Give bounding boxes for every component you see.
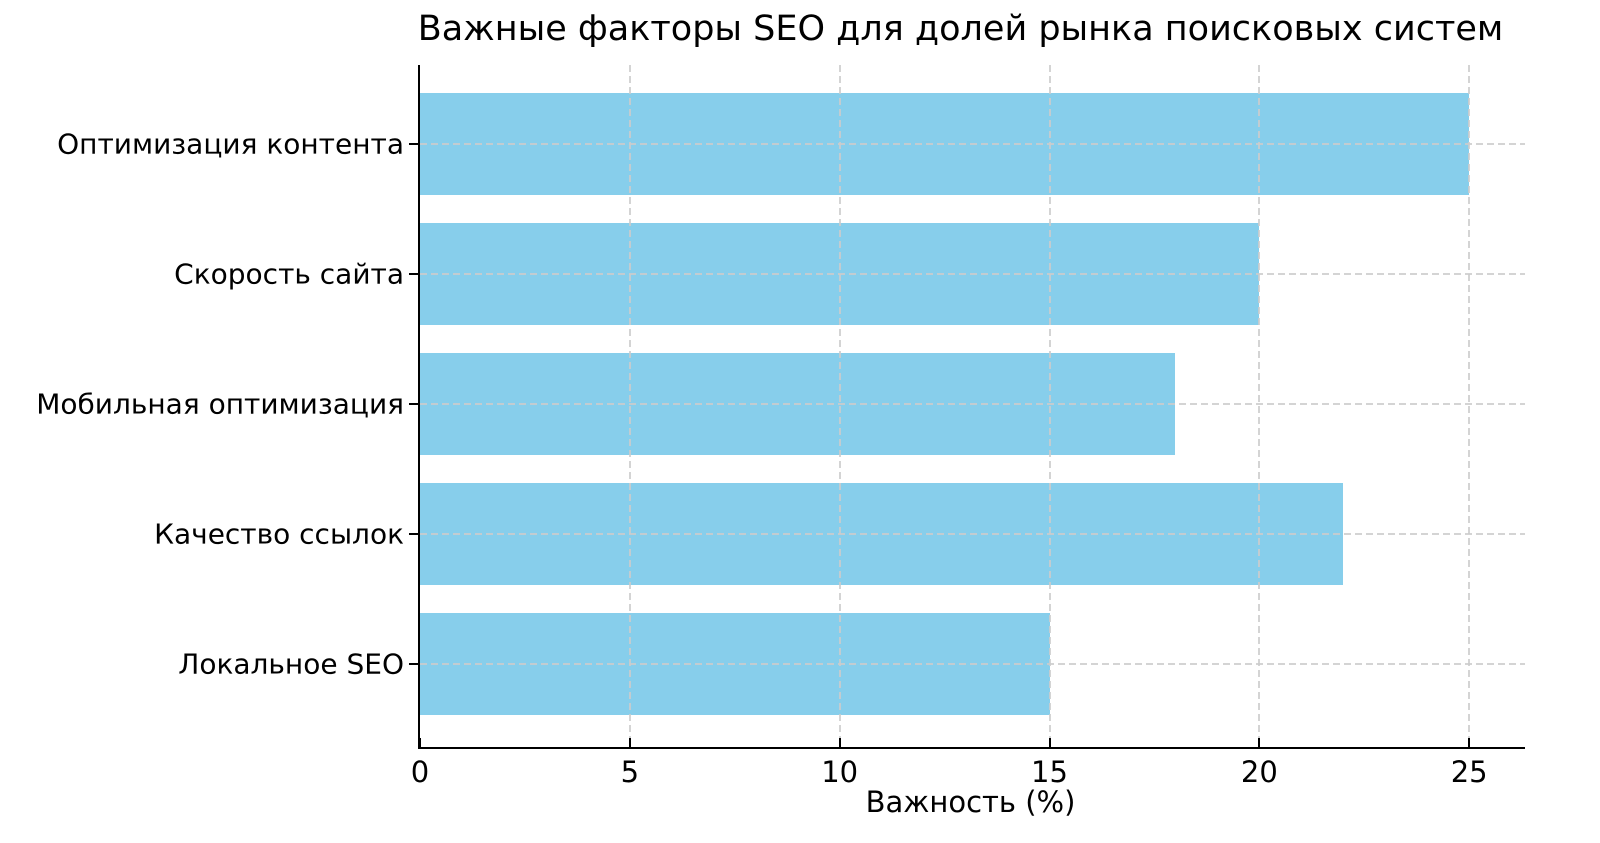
bar <box>420 93 1470 195</box>
bar <box>420 483 1344 585</box>
x-tick-mark <box>628 738 631 747</box>
x-tick-mark <box>1258 738 1261 747</box>
bar <box>420 353 1176 455</box>
x-tick-label: 5 <box>620 755 640 789</box>
x-tick-label: 25 <box>1450 755 1488 789</box>
bar <box>420 223 1260 325</box>
y-axis-category-label: Мобильная оптимизация <box>36 387 404 421</box>
x-tick-label: 20 <box>1240 755 1278 789</box>
y-axis-category-label: Локальное SEO <box>178 647 404 681</box>
y-tick-mark <box>408 273 418 275</box>
x-tick-mark <box>419 738 421 747</box>
x-tick-mark <box>1468 738 1471 747</box>
chart-title: Важные факторы SEO для долей рынка поиск… <box>417 9 1504 49</box>
x-axis-label: Важность (%) <box>865 785 1076 819</box>
x-tick-label: 10 <box>821 755 859 789</box>
y-tick-mark <box>408 533 418 535</box>
y-axis-category-label: Скорость сайта <box>174 257 404 291</box>
y-tick-mark <box>408 663 418 665</box>
y-tick-mark <box>408 143 418 145</box>
plot-area: 0 5 10 15 20 25 Оптимизация контента Скорость с… <box>36 65 1525 789</box>
x-tick-label: 0 <box>410 755 430 789</box>
y-axis-category-label: Качество ссылок <box>154 517 404 551</box>
y-axis-category-label: Оптимизация контента <box>57 127 404 161</box>
bar <box>420 613 1050 715</box>
x-tick-label: 15 <box>1031 755 1068 789</box>
y-tick-mark <box>408 403 418 405</box>
x-tick-mark <box>838 738 841 747</box>
x-tick-mark <box>1048 738 1051 747</box>
